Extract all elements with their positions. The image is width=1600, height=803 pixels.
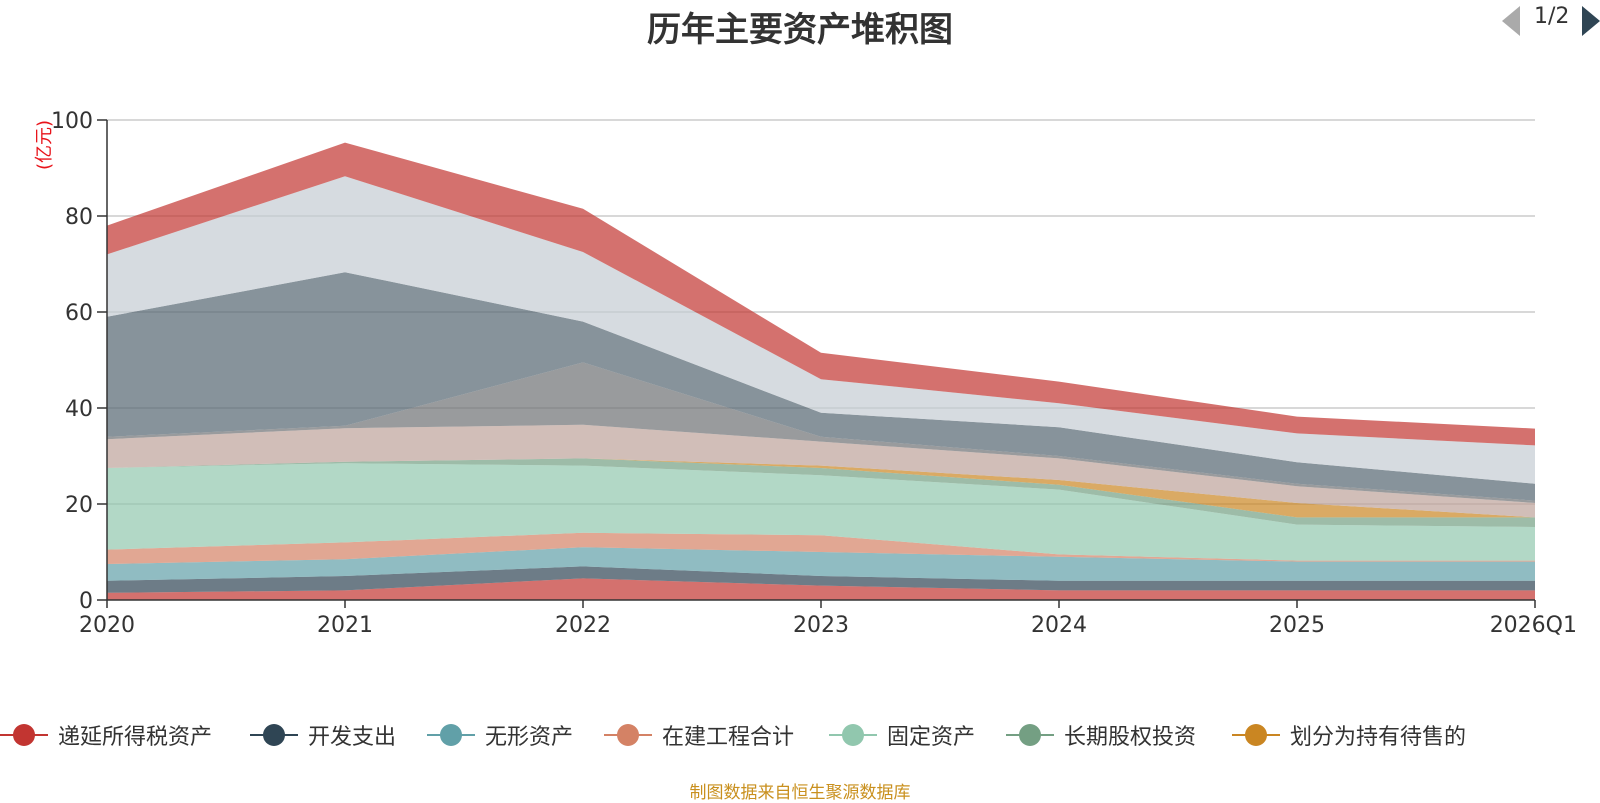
x-tick-label: 2023	[793, 613, 849, 638]
area-series-4[interactable]	[107, 532, 1535, 564]
y-tick-label: 60	[65, 301, 93, 326]
x-tick-label: 2021	[317, 613, 373, 638]
legend-item[interactable]: 无形资产	[427, 715, 573, 755]
legend-item[interactable]: 固定资产	[829, 715, 975, 755]
legend-marker-icon	[427, 722, 475, 748]
legend-item[interactable]: 递延所得税资产	[0, 715, 212, 755]
y-axis-unit-label: (亿元)	[34, 120, 55, 170]
area-series-10[interactable]	[107, 272, 1535, 501]
legend-marker-icon	[1232, 722, 1280, 748]
y-tick-label: 40	[65, 397, 93, 422]
area-series-6[interactable]	[107, 458, 1535, 527]
y-tick-label: 20	[65, 493, 93, 518]
legend-marker-icon	[250, 722, 298, 748]
x-tick-label: 2020	[79, 613, 135, 638]
axes: 0 20 40 60 80 100 2020 2021 2022 2023 2024 2025 2026…	[51, 109, 1577, 638]
stacked-area-chart: 0 20 40 60 80 100 2020 2021 2022 2023 2024 2025 2026…	[34, 109, 1577, 638]
legend-label: 固定资产	[887, 725, 976, 750]
area-series-7[interactable]	[107, 458, 1535, 518]
legend-label: 在建工程合计	[662, 725, 795, 750]
x-tick-label: 2026Q1	[1490, 613, 1577, 638]
legend-item[interactable]: 在建工程合计	[604, 715, 794, 755]
legend-item[interactable]: 划分为持有待售的	[1232, 715, 1466, 755]
area-series-2[interactable]	[107, 566, 1535, 593]
legend: 递延所得税资产 开发支出 无形资产 在建工程合计 固定资产 长期股权投资 划分为持有待售的	[0, 715, 1600, 755]
area-series-1[interactable]	[107, 578, 1535, 600]
x-tick-label: 2024	[1031, 613, 1087, 638]
y-tick-label: 80	[65, 205, 93, 230]
area-series-3[interactable]	[107, 547, 1535, 581]
legend-next-page-icon[interactable]	[1582, 6, 1600, 36]
legend-label: 划分为持有待售的	[1290, 725, 1467, 750]
legend-marker-icon	[1006, 722, 1054, 748]
legend-label: 递延所得税资产	[58, 725, 213, 750]
area-series-5[interactable]	[107, 463, 1535, 561]
legend-marker-icon	[829, 722, 877, 748]
chart-title: 历年主要资产堆积图	[647, 10, 953, 50]
legend-label: 长期股权投资	[1064, 725, 1197, 750]
area-series-11[interactable]	[107, 176, 1535, 484]
legend-marker-icon	[0, 722, 48, 748]
x-tick-label: 2025	[1269, 613, 1325, 638]
legend-page-indicator: 1/2	[1534, 4, 1570, 29]
y-tick-label: 100	[51, 109, 93, 134]
area-series-9[interactable]	[107, 362, 1535, 503]
y-tick-label: 0	[79, 589, 93, 614]
area-series-layer[interactable]	[107, 142, 1535, 600]
x-tick-label: 2022	[555, 613, 611, 638]
source-note: 制图数据来自恒生聚源数据库	[689, 783, 911, 803]
legend-item[interactable]: 开发支出	[250, 715, 396, 755]
legend-marker-icon	[604, 722, 652, 748]
legend-item[interactable]: 长期股权投资	[1006, 715, 1196, 755]
area-series-8[interactable]	[107, 424, 1535, 518]
legend-label: 无形资产	[485, 725, 574, 750]
legend-prev-page-icon[interactable]	[1502, 6, 1520, 36]
legend-label: 开发支出	[308, 725, 397, 750]
